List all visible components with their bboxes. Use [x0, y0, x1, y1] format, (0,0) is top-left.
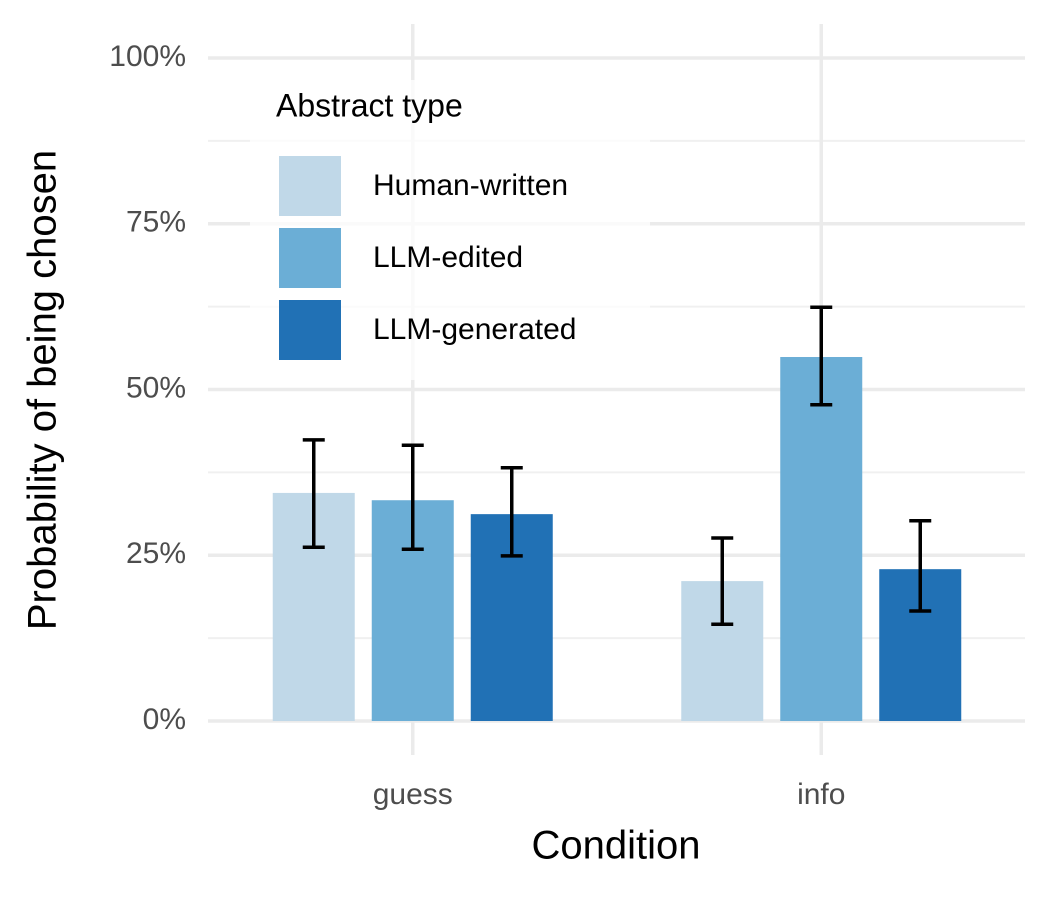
y-tick-label: 25%	[126, 537, 186, 570]
y-axis-title: Probability of being chosen	[21, 150, 65, 630]
y-tick-label: 100%	[109, 40, 186, 73]
legend-swatch	[279, 228, 341, 288]
legend-swatch	[279, 156, 341, 216]
error-bar	[302, 438, 325, 550]
legend-label: LLM-generated	[373, 313, 576, 346]
legend-label: LLM-edited	[373, 241, 523, 274]
x-tick-label: guess	[373, 778, 453, 811]
error-bar	[711, 536, 734, 626]
error-bar	[500, 465, 523, 558]
error-bar	[401, 443, 424, 552]
x-axis-title: Condition	[531, 824, 700, 868]
error-bar	[810, 305, 833, 407]
x-tick-label: info	[797, 778, 845, 811]
y-tick-label: 75%	[126, 206, 186, 239]
y-tick-label: 0%	[143, 703, 186, 736]
legend-title: Abstract type	[276, 87, 463, 123]
error-bar	[909, 519, 932, 613]
bar	[780, 357, 863, 721]
legend-swatch	[279, 300, 341, 360]
legend-label: Human-written	[373, 169, 568, 202]
y-tick-label: 50%	[126, 371, 186, 404]
